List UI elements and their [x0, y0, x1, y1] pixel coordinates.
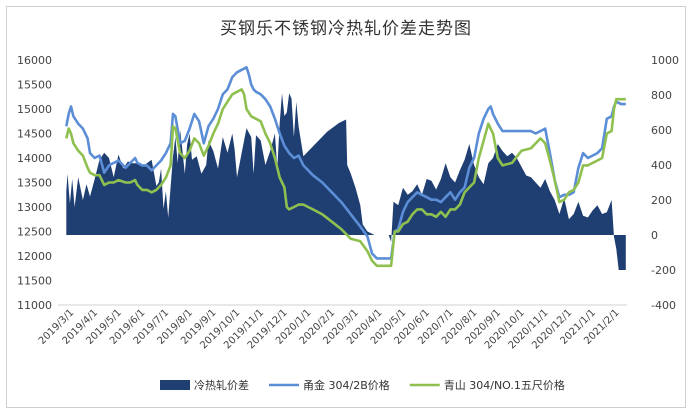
left-tick-label: 11000 — [17, 299, 52, 312]
left-tick-label: 15500 — [17, 79, 52, 92]
right-tick-label: -200 — [651, 264, 676, 277]
line-layer — [65, 66, 626, 268]
right-tick-label: 200 — [651, 194, 672, 207]
right-tick-label: 600 — [651, 124, 672, 137]
legend-swatch-0 — [160, 380, 190, 390]
series-line-2 — [65, 88, 626, 268]
left-tick-label: 16000 — [17, 54, 52, 67]
legend-label-1: 甬金 304/2B价格 — [303, 378, 390, 392]
right-tick-label: 800 — [651, 89, 672, 102]
chart-title: 买钢乐不锈钢冷热轧价差走势图 — [220, 19, 472, 39]
right-tick-label: 0 — [651, 229, 658, 242]
right-tick-label: 1000 — [651, 54, 679, 67]
right-tick-label: -400 — [651, 299, 676, 312]
right-tick-label: 400 — [651, 159, 672, 172]
legend-label-0: 冷热轧价差 — [194, 378, 249, 392]
left-tick-label: 13000 — [17, 201, 52, 214]
left-tick-label: 15000 — [17, 103, 52, 116]
area-layer — [66, 93, 626, 270]
left-tick-label: 14500 — [17, 128, 52, 141]
left-tick-label: 12500 — [17, 226, 52, 239]
left-tick-label: 12000 — [17, 250, 52, 263]
series-area-0 — [66, 93, 626, 270]
legend: 冷热轧价差 甬金 304/2B价格 青山 304/NO.1五尺价格 — [160, 378, 565, 392]
left-tick-label: 11500 — [17, 275, 52, 288]
axis-layer: 11000 11500 12000 12500 13000 13500 14000 14500… — [17, 54, 679, 351]
series-line-1 — [65, 66, 626, 260]
left-tick-label: 13500 — [17, 177, 52, 190]
left-tick-label: 14000 — [17, 152, 52, 165]
legend-label-2: 青山 304/NO.1五尺价格 — [444, 378, 565, 392]
